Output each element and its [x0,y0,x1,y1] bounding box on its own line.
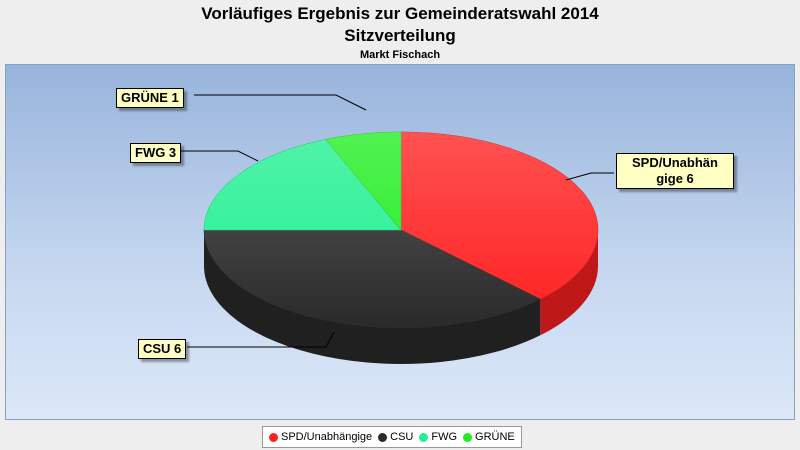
legend-label-csu: CSU [390,431,414,443]
leader-line-spd [565,172,614,181]
pie-side-csu [204,230,541,365]
legend-dot-csu [378,432,388,442]
chart-title: Vorläufiges Ergebnis zur Gemeinderatswah… [201,4,599,23]
pie-chart [181,94,614,365]
callout-fwg: FWG 3 [130,143,182,163]
leader-line-gruene [194,94,367,111]
legend-item-gruene: GRÜNE [463,431,515,443]
callout-csu-text: CSU 6 [143,341,182,356]
callout-spd: SPD/Unabhän gige 6 [616,153,734,189]
callout-csu: CSU 6 [138,339,187,359]
legend-dot-fwg [419,432,429,442]
plot-area: SPD/Unabhän gige 6 CSU 6 FWG 3 GRÜNE 1 [5,64,795,420]
callout-gruene-text: GRÜNE 1 [121,90,179,105]
legend-label-fwg: FWG [431,431,458,443]
legend-dot-gruene [463,432,473,442]
callout-gruene: GRÜNE 1 [116,88,184,108]
legend-item-fwg: FWG [419,431,457,443]
callout-fwg-text: FWG 3 [135,145,177,160]
legend-label-gruene: GRÜNE [475,431,515,443]
chart-caption: Markt Fischach [359,49,441,61]
leader-line-csu [187,331,335,348]
callout-spd-text: SPD/Unabhän gige 6 [632,155,718,186]
chart-subtitle: Sitzverteilung [344,26,456,45]
legend-dot-spd [269,432,278,442]
legend-label-spd: SPD/Unabhängige [281,431,373,443]
leader-line-fwg [181,150,259,162]
legend: SPD/Unabhängige CSU FWG GRÜNE [262,426,522,448]
legend-item-spd: SPD/Unabhängige [269,431,372,443]
legend-item-csu: CSU [378,431,413,443]
